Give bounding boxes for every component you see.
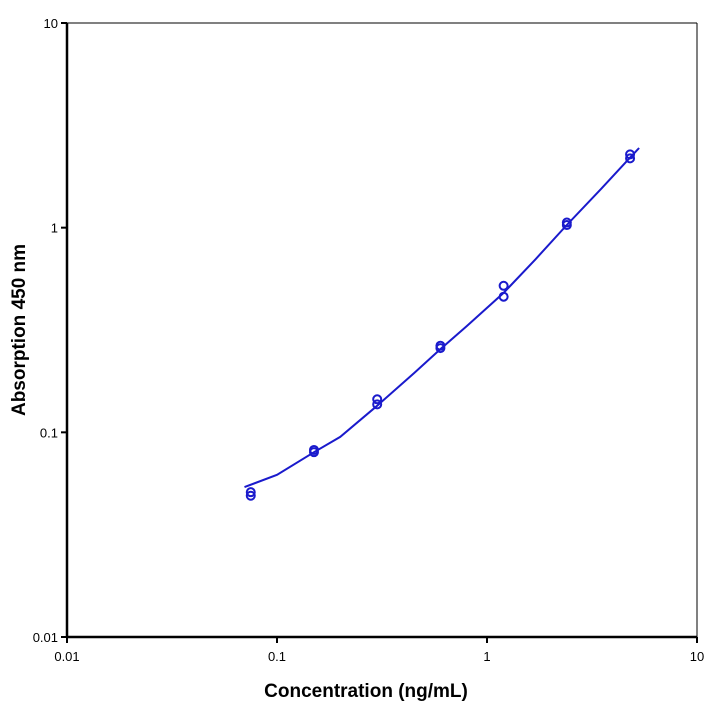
- y-axis-ticks: 0.01 0.1 1 10: [33, 16, 67, 645]
- data-point: [625, 149, 636, 160]
- fit-curve-group: [244, 147, 640, 489]
- x-tick-label: 10: [690, 649, 704, 664]
- x-axis-title: Concentration (ng/mL): [264, 681, 468, 702]
- x-axis-ticks: 0.01 0.1 1 10: [54, 637, 704, 664]
- data-points: [245, 149, 636, 501]
- y-axis-title: Absorption 450 nm: [9, 244, 30, 416]
- fit-curve: [244, 147, 640, 489]
- data-point: [435, 343, 446, 354]
- y-tick-label: 10: [44, 16, 58, 31]
- x-tick-label: 0.01: [54, 649, 79, 664]
- data-point: [245, 487, 256, 498]
- data-point: [308, 447, 319, 458]
- x-tick-label: 1: [483, 649, 490, 664]
- data-point: [625, 153, 636, 164]
- data-point: [372, 394, 383, 405]
- data-point: [372, 399, 383, 410]
- y-tick-label: 1: [51, 221, 58, 236]
- data-point: [245, 490, 256, 501]
- y-tick-label: 0.01: [33, 630, 58, 645]
- data-point: [498, 291, 509, 302]
- y-tick-label: 0.1: [40, 425, 58, 440]
- x-tick-label: 0.1: [268, 649, 286, 664]
- data-point: [498, 280, 509, 291]
- plot-frame: [65, 22, 698, 639]
- data-point: [561, 220, 572, 231]
